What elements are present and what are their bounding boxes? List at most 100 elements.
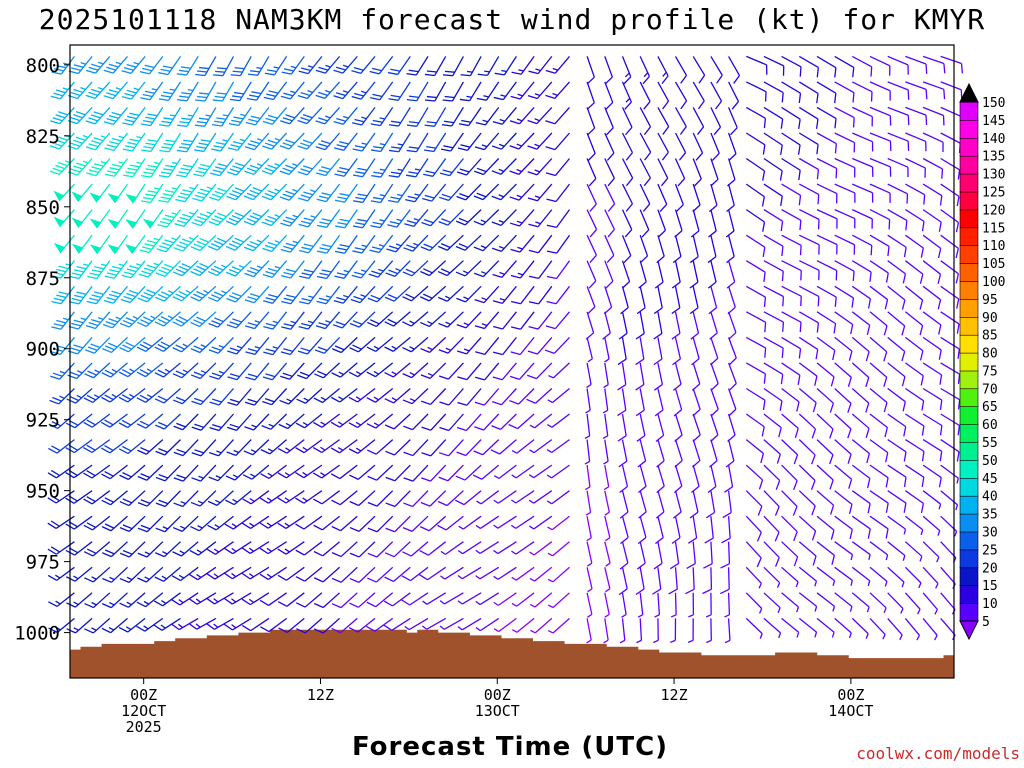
barb-half: [918, 582, 922, 589]
barb-staff: [834, 490, 853, 505]
wind-barb: [869, 439, 889, 463]
barb-staff: [922, 106, 944, 117]
barb-staff: [940, 439, 960, 453]
barb-full: [68, 420, 79, 426]
barb-full: [402, 527, 413, 533]
wind-barb: [209, 439, 234, 457]
barb-staff: [537, 311, 553, 330]
barb-full: [259, 547, 269, 555]
wind-barb: [851, 311, 871, 336]
wind-barb: [745, 183, 765, 207]
wind-barb: [745, 106, 767, 129]
wind-barb: [816, 464, 834, 490]
barb-staff: [763, 157, 783, 172]
barb-full: [246, 217, 257, 223]
barb-full: [179, 121, 190, 124]
wind-barb: [869, 490, 889, 513]
colorbar-segment-120: [959, 209, 979, 229]
wind-barb: [763, 183, 783, 207]
barb-staff: [674, 183, 684, 205]
barb-full: [286, 294, 296, 299]
barb-half: [517, 246, 523, 250]
wind-barb: [366, 413, 394, 429]
credit-link[interactable]: coolwx.com/models: [856, 744, 1020, 763]
barb-full: [439, 196, 449, 202]
terrain-surface: [70, 629, 954, 678]
barb-flag: [89, 244, 102, 255]
wind-barb: [119, 541, 146, 558]
barb-staff: [674, 107, 687, 127]
wind-barb: [295, 592, 323, 608]
barb-half: [636, 639, 642, 644]
x-tick-label-24-1: 13OCT: [475, 702, 520, 720]
x-tick-label-24-0: 00Z: [484, 686, 511, 704]
barb-full: [111, 290, 122, 295]
barb-full: [267, 267, 278, 272]
wind-barb: [371, 158, 394, 178]
wind-barb: [509, 158, 535, 175]
barb-half: [83, 263, 89, 267]
barb-full: [120, 298, 131, 304]
barb-half: [484, 70, 490, 73]
barb-full: [233, 116, 244, 120]
barb-full: [199, 237, 209, 243]
barb-full: [73, 88, 84, 94]
barb-staff: [393, 541, 411, 558]
barb-full: [231, 240, 242, 246]
barb-staff: [657, 439, 665, 461]
barb-full: [208, 220, 219, 226]
barb-half: [115, 61, 122, 65]
barb-staff: [501, 362, 517, 381]
wind-barb: [527, 183, 553, 202]
barb-full: [206, 572, 216, 580]
wind-barb: [887, 387, 906, 412]
wind-barb: [887, 183, 909, 204]
barb-full: [213, 291, 224, 297]
barb-staff: [727, 235, 735, 257]
barb-flag: [53, 190, 65, 202]
wind-barb: [727, 132, 737, 161]
barb-full: [799, 66, 802, 77]
barb-full: [474, 426, 484, 431]
barb-full: [159, 124, 169, 127]
barb-half: [903, 528, 907, 535]
wind-barb: [101, 362, 128, 378]
wind-barb: [405, 183, 429, 203]
barb-half: [379, 143, 386, 146]
barb-full: [249, 164, 260, 170]
barb-full: [403, 502, 413, 508]
colorbar-segment-150: [959, 101, 979, 121]
barb-staff: [410, 541, 429, 557]
barb-full: [160, 94, 171, 98]
wind-barb: [158, 158, 182, 178]
barb-full: [491, 247, 502, 252]
barb-half: [249, 497, 255, 502]
barb-half: [440, 550, 446, 555]
barb-staff: [537, 234, 553, 254]
barb-full: [285, 216, 296, 221]
barb-full: [817, 296, 820, 307]
barb-staff: [692, 337, 700, 359]
barb-half: [94, 369, 100, 373]
barb-full: [244, 299, 255, 304]
wind-barb: [103, 285, 128, 304]
barb-staff: [851, 234, 873, 247]
barb-staff: [869, 490, 889, 504]
barb-half: [498, 245, 505, 250]
barb-full: [385, 450, 395, 456]
wind-barb: [492, 106, 517, 125]
barb-full: [190, 374, 201, 380]
wind-barb: [887, 541, 906, 561]
barb-half: [517, 272, 524, 276]
barb-full: [227, 147, 238, 151]
wind-barb: [851, 439, 871, 464]
barb-half: [171, 161, 178, 165]
wind-barb: [402, 260, 429, 277]
barb-full: [620, 307, 629, 315]
barb-staff: [639, 490, 647, 513]
barb-full: [302, 165, 313, 170]
barb-half: [55, 626, 61, 631]
barb-full: [67, 374, 77, 380]
wind-barb: [384, 413, 411, 430]
barb-full: [247, 296, 258, 301]
